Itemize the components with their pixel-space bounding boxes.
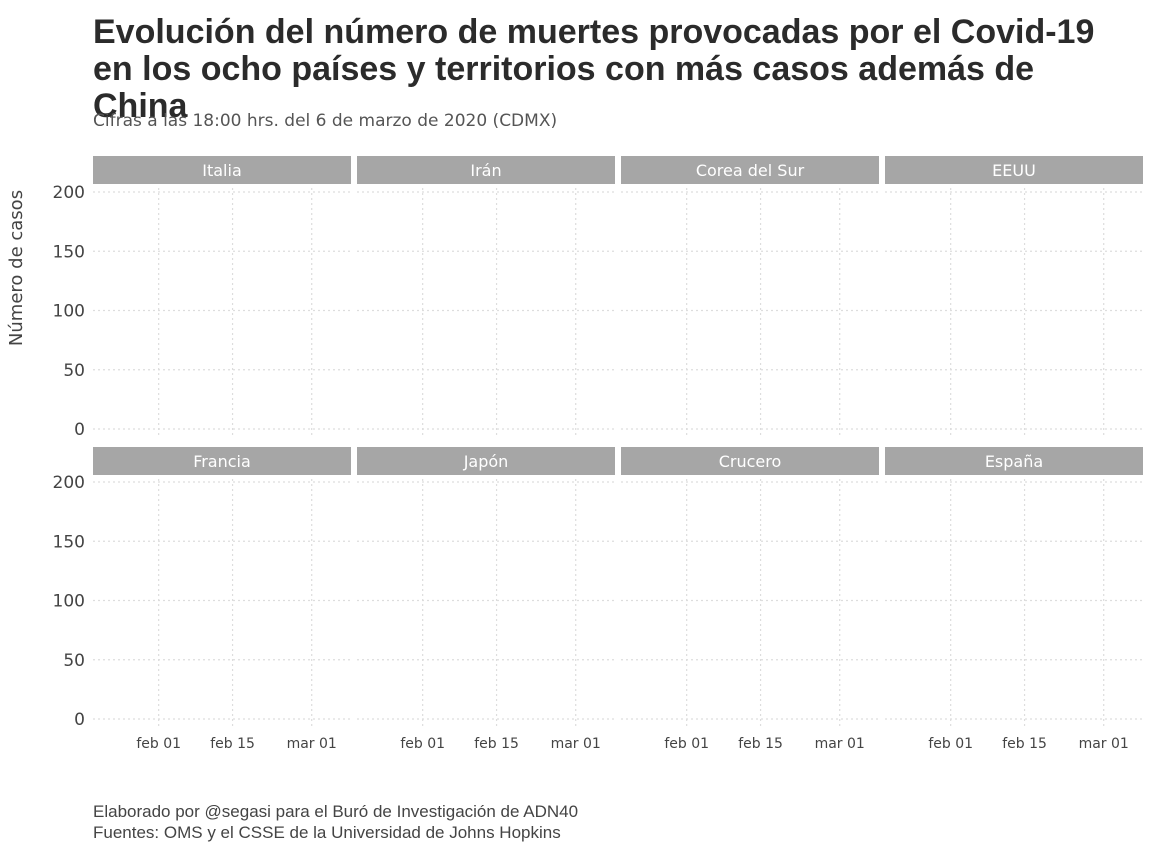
facet-label-espana: España: [985, 452, 1043, 471]
facet-label-corea-del-sur: Corea del Sur: [696, 161, 805, 180]
caption-line-author: Elaborado por @segasi para el Buró de In…: [93, 802, 579, 821]
facet-strip-iran: [357, 156, 615, 184]
facet-label-francia: Francia: [193, 452, 251, 471]
facet-label-italia: Italia: [202, 161, 242, 180]
chart-title: Evolución del número de muertes provocad…: [93, 13, 1095, 125]
chart-caption: Elaborado por @segasi para el Buró de In…: [93, 801, 578, 843]
facet-strip-japon: [357, 447, 615, 475]
x-tick-label: feb 15: [474, 736, 519, 752]
x-tick-label: feb 01: [664, 736, 709, 752]
y-tick-label: 50: [63, 651, 85, 671]
facet-strip-corea-del-sur: [621, 156, 879, 184]
y-tick-label: 0: [74, 420, 85, 440]
x-tick-label: mar 01: [287, 736, 337, 752]
x-tick-label: feb 01: [136, 736, 181, 752]
y-axis-label: Número de casos: [6, 190, 27, 346]
y-tick-label: 200: [53, 183, 85, 203]
x-tick-label: feb 15: [738, 736, 783, 752]
y-tick-label: 200: [53, 473, 85, 493]
caption-line-sources: Fuentes: OMS y el CSSE de la Universidad…: [93, 823, 561, 842]
x-tick-label: feb 15: [1002, 736, 1047, 752]
y-tick-label: 0: [74, 710, 85, 730]
facet-strip-crucero: [621, 447, 879, 475]
facet-strip-italia: [93, 156, 351, 184]
x-tick-label: mar 01: [551, 736, 601, 752]
x-tick-label: feb 15: [210, 736, 255, 752]
facet-label-japon: Japón: [463, 452, 509, 471]
x-tick-label: feb 01: [928, 736, 973, 752]
y-tick-label: 100: [53, 302, 85, 322]
y-tick-label: 50: [63, 361, 85, 381]
facet-label-iran: Irán: [470, 161, 501, 180]
chart-subtitle: Cifras a las 18:00 hrs. del 6 de marzo d…: [93, 111, 558, 131]
facet-label-crucero: Crucero: [719, 452, 782, 471]
facet-strip-eeuu: [885, 156, 1143, 184]
x-tick-label: mar 01: [815, 736, 865, 752]
facet-strip-francia: [93, 447, 351, 475]
x-tick-label: mar 01: [1079, 736, 1129, 752]
facet-label-eeuu: EEUU: [992, 161, 1036, 180]
y-tick-label: 150: [53, 532, 85, 552]
y-tick-label: 100: [53, 592, 85, 612]
y-tick-label: 150: [53, 242, 85, 262]
facet-strip-espana: [885, 447, 1143, 475]
x-tick-label: feb 01: [400, 736, 445, 752]
